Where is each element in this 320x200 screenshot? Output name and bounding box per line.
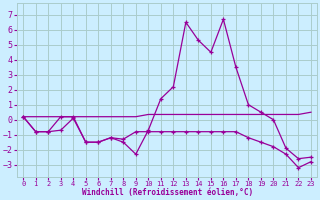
X-axis label: Windchill (Refroidissement éolien,°C): Windchill (Refroidissement éolien,°C): [82, 188, 253, 197]
